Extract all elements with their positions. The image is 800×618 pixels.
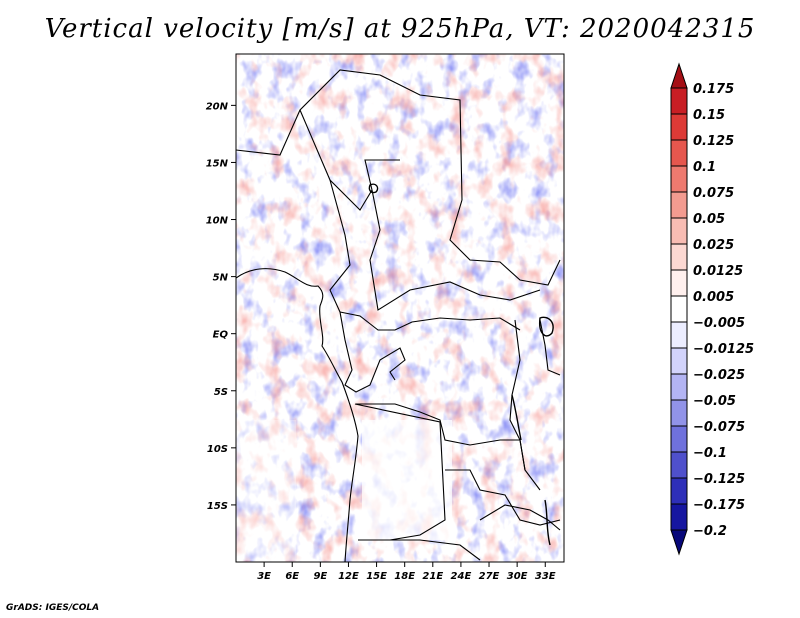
map-frame (235, 53, 565, 563)
border-north-2 (299, 109, 400, 211)
y-axis: 20N 15N 10N 5N EQ 5S 10S 15S (206, 101, 236, 512)
border-zambia (445, 469, 561, 526)
lakes (368, 183, 554, 546)
colorbar-bin (670, 425, 688, 453)
x-tick-label: 6E (285, 571, 299, 582)
colorbar-label: 0.175 (693, 82, 734, 97)
coastline-gulf-of-guinea (236, 268, 359, 562)
border-east-lakes (509, 319, 526, 471)
x-tick-label: 21E (422, 571, 443, 582)
y-tick-label: 5N (213, 273, 229, 284)
colorbar-bin (670, 165, 688, 193)
colorbar-bin (670, 399, 688, 427)
x-axis: 3E 6E 9E 12E 15E 18E 21E 24E 27E 30E 33E (257, 562, 556, 582)
colorbar-label: −0.125 (693, 472, 745, 487)
x-tick-label: 27E (479, 571, 500, 582)
chart-title: Vertical velocity [m/s] at 925hPa, VT: 2… (44, 14, 756, 44)
colorbar-label: 0.125 (693, 134, 734, 149)
x-tick-label: 33E (535, 571, 556, 582)
grads-credit: GrADS: IGES/COLA (6, 603, 100, 613)
border-drc-west (339, 311, 406, 393)
lake-tanganyika (511, 394, 522, 441)
colorbar-label: −0.05 (693, 394, 736, 409)
colorbar-bin (670, 451, 688, 479)
colorbar-bin (670, 269, 688, 297)
colorbar-label: 0.15 (693, 108, 725, 123)
x-tick-label: 24E (451, 571, 472, 582)
x-tick-label: 15E (366, 571, 387, 582)
colorbar-bin (670, 217, 688, 245)
colorbar-bin (670, 347, 688, 375)
colorbar-label: −0.1 (693, 446, 727, 461)
x-tick-label: 12E (338, 571, 359, 582)
colorbar-label: 0.005 (693, 290, 734, 305)
colorbar-label: −0.075 (693, 420, 745, 435)
colorbar-label: −0.025 (693, 368, 745, 383)
y-tick-label: 20N (206, 101, 229, 112)
colorbar-legend: 0.175 0.15 0.125 0.1 0.075 0.05 0.025 0.0125 0.0… (670, 62, 754, 556)
colorbar-bin (670, 243, 688, 271)
colorbar-bin (670, 321, 688, 349)
border-north-1 (236, 69, 463, 201)
x-tick-label: 18E (394, 571, 415, 582)
colorbar-min-arrow (670, 529, 688, 556)
border-central-1 (329, 179, 351, 313)
colorbar-bin (670, 87, 688, 115)
y-tick-label: 15S (207, 501, 228, 512)
colorbar-label: 0.075 (693, 186, 734, 201)
border-drc-north (339, 311, 521, 331)
colorbar-label: −0.175 (693, 498, 745, 513)
colorbar-label: 0.1 (693, 160, 716, 175)
lake-victoria (538, 316, 554, 337)
country-borders (236, 69, 561, 562)
x-tick-label: 9E (313, 571, 327, 582)
y-tick-label: 5S (214, 387, 228, 398)
border-namibia (358, 539, 481, 561)
colorbar-label: 0.05 (693, 212, 725, 227)
vertical-velocity-field (236, 54, 564, 562)
lake-malawi (544, 499, 551, 546)
colorbar-bin (670, 295, 688, 323)
border-east-1 (449, 199, 561, 286)
y-tick-label: 10S (207, 444, 228, 455)
x-tick-label: 3E (257, 571, 271, 582)
lake-chad (368, 183, 379, 194)
colorbar-bin (670, 139, 688, 167)
colorbar-bin (670, 373, 688, 401)
colorbar-max-arrow (670, 62, 688, 89)
colorbar-label: −0.0125 (693, 342, 754, 357)
x-tick-label: 30E (507, 571, 528, 582)
y-tick-label: 10N (206, 216, 229, 227)
colorbar-label: 0.025 (693, 238, 734, 253)
y-tick-label: 15N (206, 158, 229, 169)
colorbar-bin (670, 503, 688, 531)
border-central-2 (369, 189, 541, 311)
colorbar-bin (670, 191, 688, 219)
colorbar-label: −0.2 (693, 524, 727, 539)
colorbar-label: 0.0125 (693, 264, 743, 279)
colorbar-bin (670, 477, 688, 505)
colorbar-label: −0.005 (693, 316, 745, 331)
colorbar-bin (670, 113, 688, 141)
border-south-east (479, 504, 561, 531)
y-tick-label: EQ (213, 330, 229, 341)
